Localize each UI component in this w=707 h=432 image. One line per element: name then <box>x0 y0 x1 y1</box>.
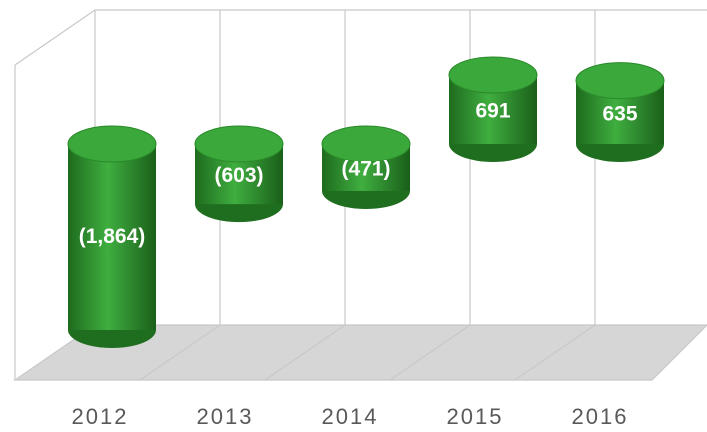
x-tick-label: 2014 <box>322 404 379 429</box>
value-label: (471) <box>341 157 390 180</box>
cylinder-top <box>194 125 284 163</box>
cylinder-top <box>321 125 411 163</box>
plot-frame <box>13 9 707 381</box>
cylinder <box>67 125 157 348</box>
cylinder-top <box>67 125 157 163</box>
value-label: 691 <box>475 99 510 122</box>
value-label: 635 <box>602 102 637 125</box>
cylinder-top <box>448 56 538 94</box>
x-tick-label: 2016 <box>572 404 629 429</box>
cylinder-body <box>68 143 156 330</box>
cylinder <box>448 56 538 162</box>
cylinder-top <box>575 62 665 100</box>
value-label: (603) <box>214 164 263 187</box>
cylinder <box>194 125 284 223</box>
x-tick-label: 2015 <box>447 404 504 429</box>
cylinder <box>321 125 411 209</box>
x-tick-label: 2013 <box>197 404 254 429</box>
value-label: (1,864) <box>79 225 146 248</box>
x-tick-label: 2012 <box>72 404 129 429</box>
cylinder <box>575 62 665 162</box>
